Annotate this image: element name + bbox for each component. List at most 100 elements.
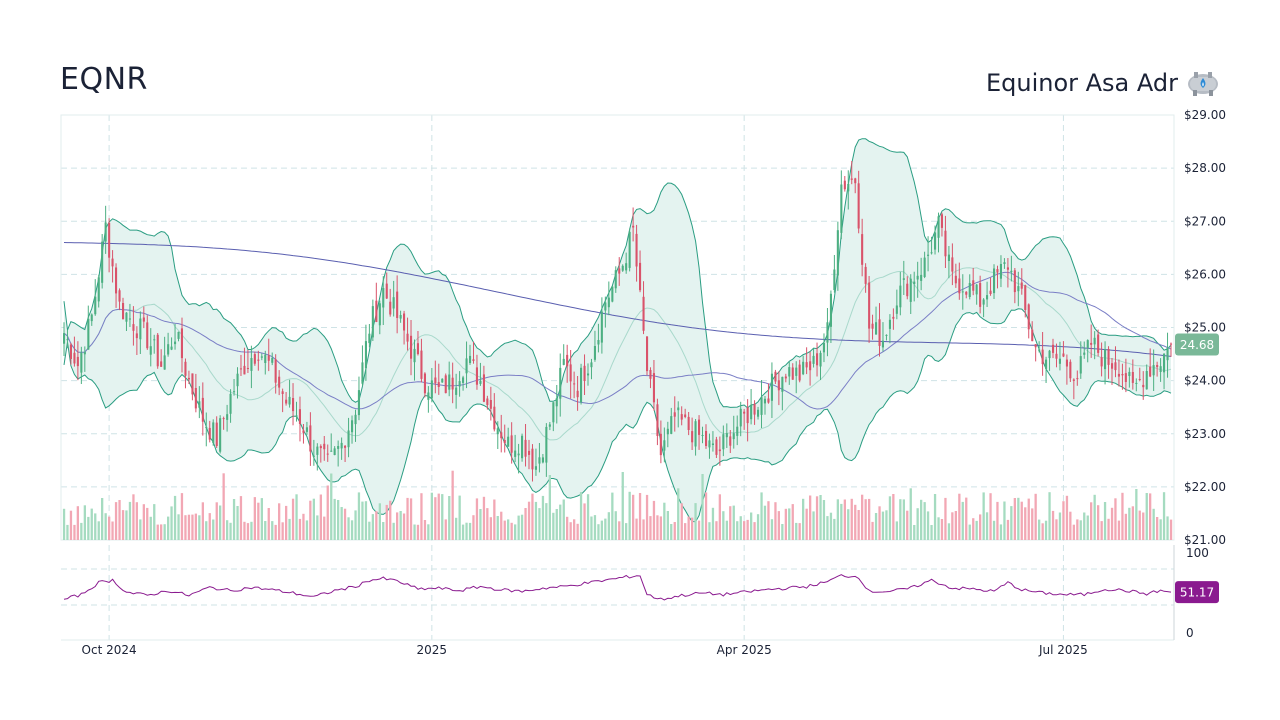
volume-bar bbox=[364, 501, 368, 540]
candle-body bbox=[916, 275, 919, 280]
candle-body bbox=[829, 293, 832, 327]
volume-bar bbox=[645, 494, 649, 540]
candle-body bbox=[1117, 373, 1120, 377]
volume-bar bbox=[368, 521, 371, 540]
candle-body bbox=[323, 443, 326, 450]
volume-bar bbox=[586, 494, 590, 540]
candle-body bbox=[156, 334, 159, 367]
candle-body bbox=[635, 233, 638, 267]
volume-bar bbox=[843, 499, 846, 540]
volume-bar bbox=[420, 493, 423, 540]
volume-bar bbox=[1038, 519, 1041, 540]
candle-body bbox=[996, 269, 999, 273]
candle-body bbox=[767, 398, 770, 403]
candle-body bbox=[423, 373, 426, 394]
candle-body bbox=[1111, 363, 1114, 369]
volume-bar bbox=[868, 498, 871, 540]
candle-body bbox=[947, 254, 950, 261]
volume-bar bbox=[1100, 521, 1103, 540]
volume-bar bbox=[531, 493, 534, 540]
time-tick-label: Apr 2025 bbox=[717, 643, 772, 657]
volume-bar bbox=[1079, 520, 1082, 540]
candle-body bbox=[864, 266, 867, 284]
volume-bar bbox=[899, 499, 902, 540]
volume-bar bbox=[1010, 506, 1013, 540]
candle-body bbox=[451, 377, 454, 390]
candle-body bbox=[302, 430, 305, 433]
candle-body bbox=[694, 421, 697, 447]
volume-bar bbox=[611, 492, 614, 540]
volume-bar bbox=[854, 504, 857, 540]
volume-bar bbox=[406, 497, 409, 540]
volume-bar bbox=[468, 522, 472, 540]
volume-bar bbox=[909, 488, 912, 540]
volume-bar bbox=[378, 503, 381, 540]
volume-bar bbox=[90, 508, 93, 540]
volume-bar bbox=[111, 521, 114, 540]
volume-bar bbox=[958, 493, 961, 540]
candle-body bbox=[593, 346, 596, 360]
candle-body bbox=[475, 367, 478, 385]
volume-bar bbox=[69, 510, 73, 540]
candle-body bbox=[639, 262, 642, 291]
volume-bar bbox=[354, 510, 357, 540]
bollinger-fill bbox=[64, 138, 1171, 522]
volume-bar bbox=[475, 498, 479, 540]
volume-bar bbox=[101, 498, 104, 540]
volume-bar bbox=[198, 515, 201, 540]
candle-body bbox=[750, 405, 753, 420]
volume-bar bbox=[933, 494, 937, 540]
volume-bar bbox=[545, 503, 548, 540]
volume-bar bbox=[618, 521, 621, 540]
candle-body bbox=[528, 450, 531, 455]
candle-body bbox=[1086, 340, 1089, 349]
volume-bar bbox=[264, 521, 267, 540]
volume-bar bbox=[697, 520, 701, 540]
rsi-tick-label: 0 bbox=[1186, 626, 1194, 640]
volume-bar bbox=[763, 505, 767, 540]
volume-bar bbox=[750, 512, 753, 540]
candle-body bbox=[149, 346, 152, 355]
volume-bar bbox=[409, 498, 413, 540]
volume-bar bbox=[177, 514, 180, 540]
candle-body bbox=[253, 354, 256, 364]
candle-body bbox=[382, 288, 385, 308]
volume-bar bbox=[677, 488, 680, 540]
volume-bar bbox=[718, 494, 721, 540]
volume-bar bbox=[83, 505, 86, 540]
volume-bar bbox=[576, 523, 579, 540]
volume-bar bbox=[1031, 508, 1034, 540]
candle-body bbox=[999, 264, 1002, 279]
candle-body bbox=[632, 225, 635, 228]
price-tick-label: $21.00 bbox=[1184, 533, 1226, 547]
volume-bar bbox=[493, 499, 496, 540]
candle-body bbox=[1024, 285, 1027, 310]
volume-bar bbox=[413, 524, 416, 540]
candle-body bbox=[198, 401, 201, 408]
candle-body bbox=[951, 257, 954, 272]
candle-body bbox=[76, 356, 79, 367]
candle-body bbox=[309, 425, 312, 452]
candle-body bbox=[1079, 356, 1082, 374]
candle-body bbox=[611, 286, 614, 302]
volume-bar bbox=[451, 470, 454, 540]
candle-body bbox=[743, 411, 746, 414]
moving-average-50 bbox=[63, 271, 1172, 410]
candle-body bbox=[351, 420, 354, 433]
volume-bar bbox=[638, 493, 642, 540]
candle-body bbox=[305, 427, 308, 432]
volume-bar bbox=[489, 517, 492, 540]
volume-bar bbox=[1128, 507, 1131, 540]
volume-bar bbox=[274, 524, 277, 540]
candle-body bbox=[569, 364, 572, 382]
candle-body bbox=[260, 356, 263, 358]
volume-bar bbox=[947, 523, 951, 540]
candle-body bbox=[805, 362, 808, 368]
candle-body bbox=[229, 393, 232, 414]
volume-bar bbox=[1142, 512, 1145, 540]
candle-body bbox=[587, 373, 590, 376]
volume-bar bbox=[954, 511, 957, 540]
candle-body bbox=[892, 316, 895, 319]
volume-bar bbox=[770, 519, 774, 540]
